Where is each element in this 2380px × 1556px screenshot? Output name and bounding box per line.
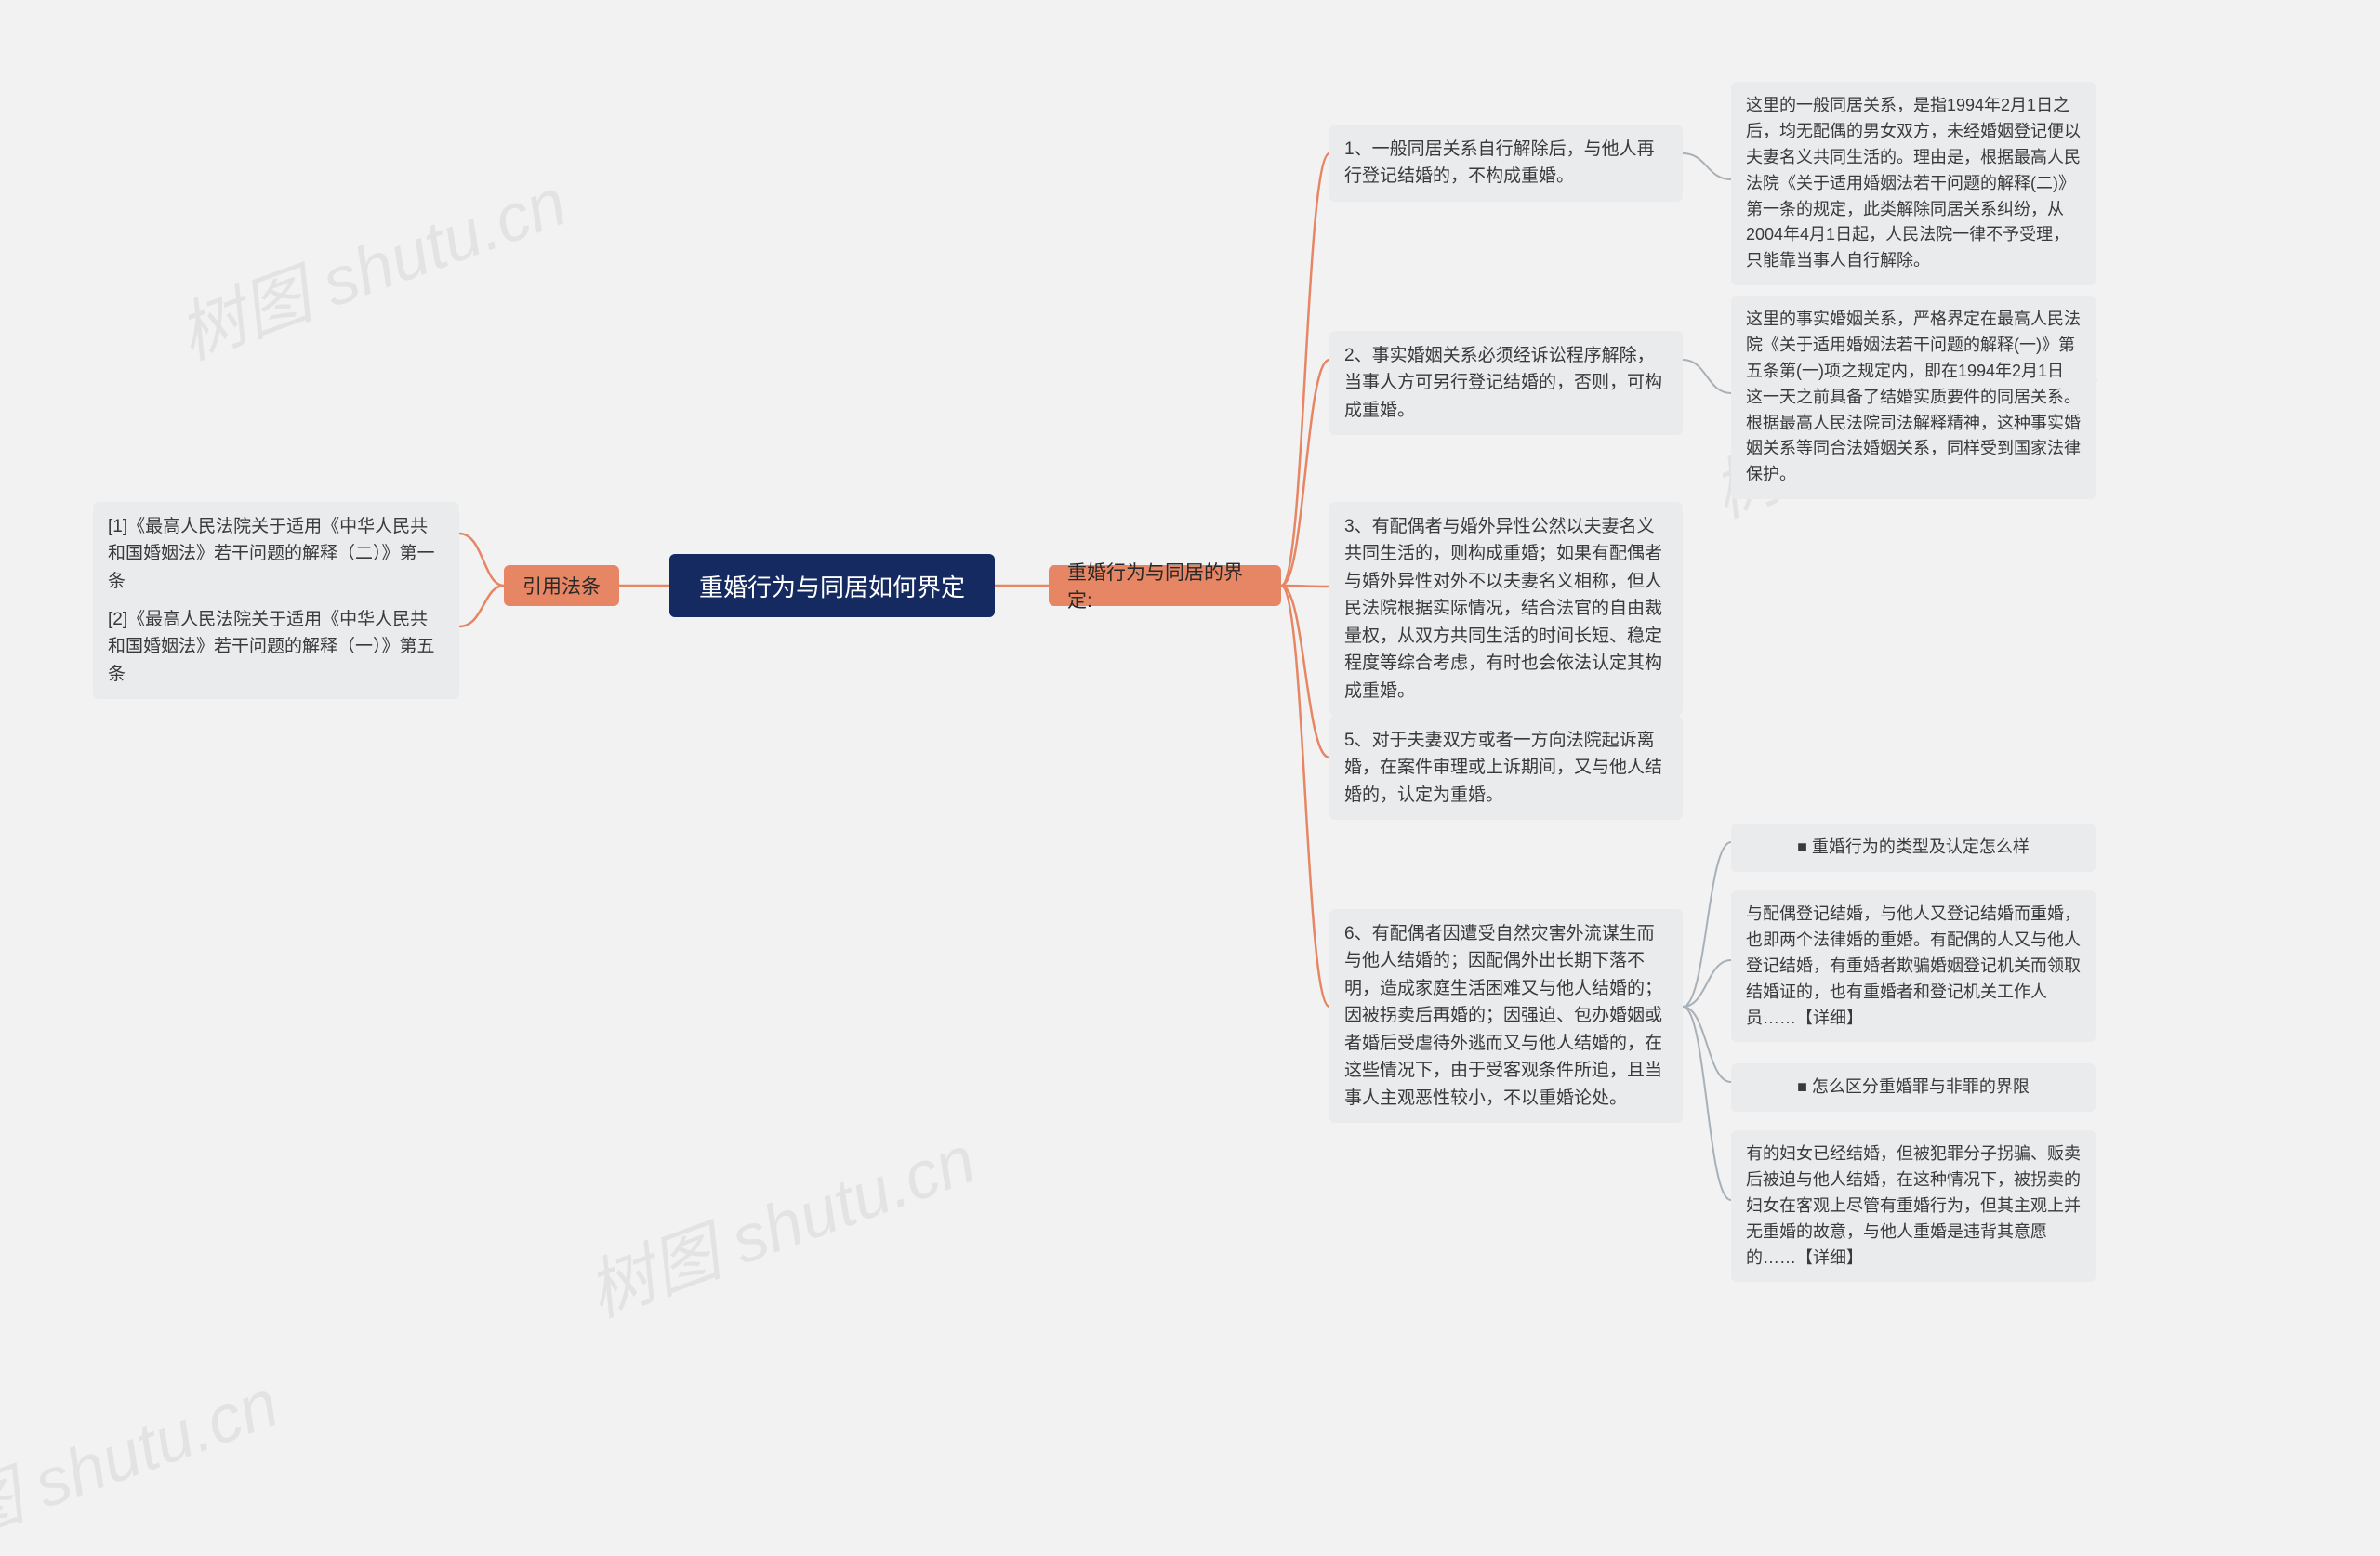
right-sub-detail-label: ■ 重婚行为的类型及认定怎么样 [1797, 835, 2030, 861]
watermark: 树图 shutu.cn [163, 148, 577, 378]
right-sub-detail[interactable]: 这里的一般同居关系，是指1994年2月1日之后，均无配偶的男女双方，未经婚姻登记… [1731, 82, 2096, 285]
right-sub-node[interactable]: 3、有配偶者与婚外异性公然以夫妻名义共同生活的，则构成重婚；如果有配偶者与婚外异… [1329, 502, 1683, 716]
right-sub-node[interactable]: 1、一般同居关系自行解除后，与他人再行登记结婚的，不构成重婚。 [1329, 125, 1683, 202]
right-sub-label: 5、对于夫妻双方或者一方向法院起诉离婚，在案件审理或上诉期间，又与他人结婚的，认… [1344, 727, 1668, 809]
root-label: 重婚行为与同居如何界定 [699, 569, 965, 603]
right-sub-detail-label: ■ 怎么区分重婚罪与非罪的界限 [1797, 1075, 2030, 1101]
right-sub-detail-label: 这里的事实婚姻关系，严格界定在最高人民法院《关于适用婚姻法若干问题的解释(一)》… [1746, 307, 2081, 488]
right-sub-label: 1、一般同居关系自行解除后，与他人再行登记结婚的，不构成重婚。 [1344, 136, 1668, 191]
right-sub-detail-label: 有的妇女已经结婚，但被犯罪分子拐骗、贩卖后被迫与他人结婚，在这种情况下，被拐卖的… [1746, 1141, 2081, 1271]
left-main-node[interactable]: 引用法条 [504, 565, 619, 606]
left-sub-label: [1]《最高人民法院关于适用《中华人民共和国婚姻法》若干问题的解释（二）》第一条 [108, 513, 444, 595]
right-main-label: 重婚行为与同居的界定: [1067, 558, 1263, 613]
left-sub-node[interactable]: [2]《最高人民法院关于适用《中华人民共和国婚姻法》若干问题的解释（一）》第五条 [93, 595, 459, 699]
right-sub-node[interactable]: 6、有配偶者因遭受自然灾害外流谋生而与他人结婚的；因配偶外出长期下落不明，造成家… [1329, 909, 1683, 1123]
right-sub-detail[interactable]: ■ 重婚行为的类型及认定怎么样 [1731, 824, 2096, 872]
watermark: 图 shutu.cn [0, 1349, 289, 1556]
right-sub-node[interactable]: 2、事实婚姻关系必须经诉讼程序解除，当事人方可另行登记结婚的，否则，可构成重婚。 [1329, 331, 1683, 435]
right-sub-detail-label: 与配偶登记结婚，与他人又登记结婚而重婚，也即两个法律婚的重婚。有配偶的人又与他人… [1746, 902, 2081, 1031]
left-main-label: 引用法条 [522, 572, 601, 600]
root-node[interactable]: 重婚行为与同居如何界定 [669, 554, 995, 617]
right-sub-detail[interactable]: 与配偶登记结婚，与他人又登记结婚而重婚，也即两个法律婚的重婚。有配偶的人又与他人… [1731, 890, 2096, 1042]
right-sub-detail[interactable]: ■ 怎么区分重婚罪与非罪的界限 [1731, 1063, 2096, 1112]
right-sub-detail-label: 这里的一般同居关系，是指1994年2月1日之后，均无配偶的男女双方，未经婚姻登记… [1746, 93, 2081, 274]
watermark: 树图 shutu.cn [572, 1105, 986, 1336]
left-sub-label: [2]《最高人民法院关于适用《中华人民共和国婚姻法》若干问题的解释（一）》第五条 [108, 606, 444, 688]
right-sub-detail[interactable]: 这里的事实婚姻关系，严格界定在最高人民法院《关于适用婚姻法若干问题的解释(一)》… [1731, 296, 2096, 499]
right-sub-node[interactable]: 5、对于夫妻双方或者一方向法院起诉离婚，在案件审理或上诉期间，又与他人结婚的，认… [1329, 716, 1683, 820]
right-sub-detail[interactable]: 有的妇女已经结婚，但被犯罪分子拐骗、贩卖后被迫与他人结婚，在这种情况下，被拐卖的… [1731, 1130, 2096, 1282]
right-sub-label: 6、有配偶者因遭受自然灾害外流谋生而与他人结婚的；因配偶外出长期下落不明，造成家… [1344, 920, 1668, 1112]
right-sub-label: 3、有配偶者与婚外异性公然以夫妻名义共同生活的，则构成重婚；如果有配偶者与婚外异… [1344, 513, 1668, 705]
right-main-node[interactable]: 重婚行为与同居的界定: [1049, 565, 1281, 606]
right-sub-label: 2、事实婚姻关系必须经诉讼程序解除，当事人方可另行登记结婚的，否则，可构成重婚。 [1344, 342, 1668, 424]
left-sub-node[interactable]: [1]《最高人民法院关于适用《中华人民共和国婚姻法》若干问题的解释（二）》第一条 [93, 502, 459, 606]
